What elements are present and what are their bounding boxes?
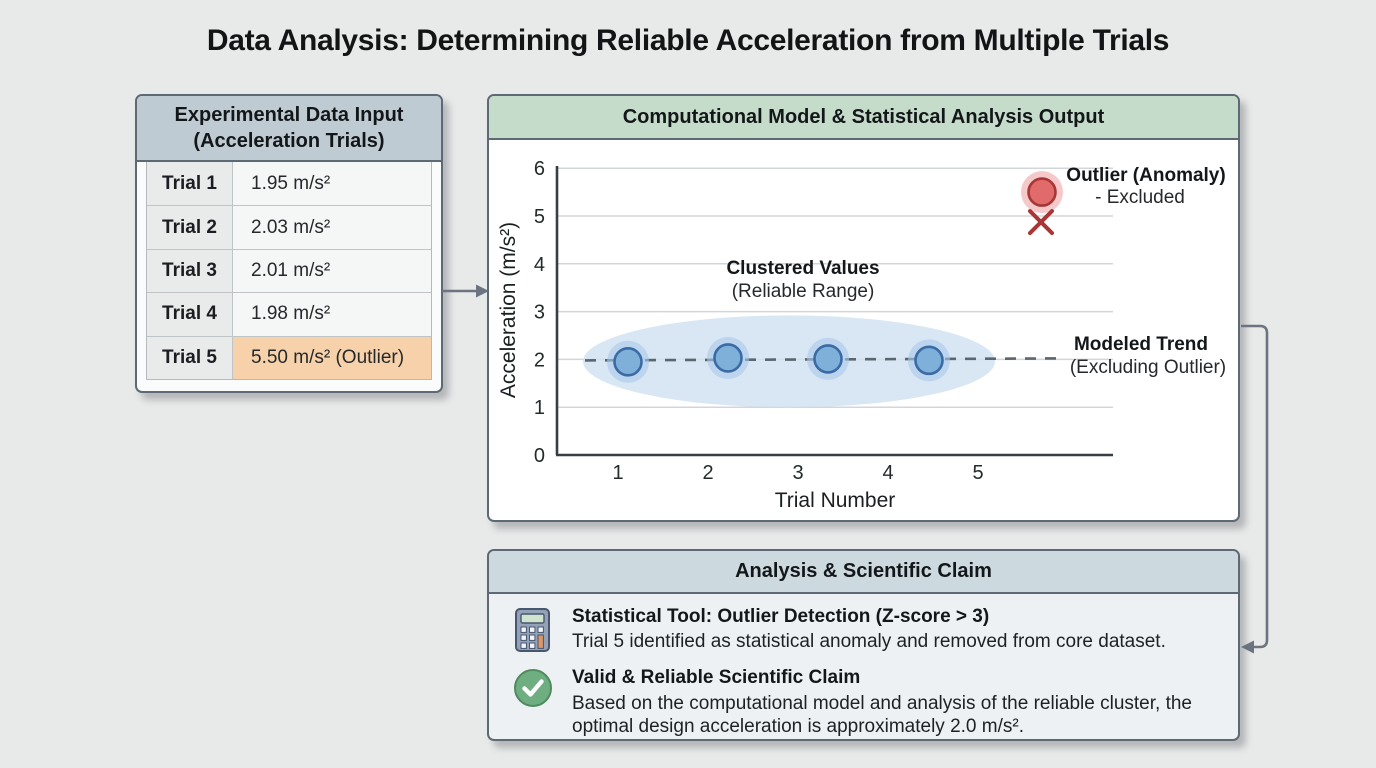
x-axis-label: Trial Number <box>775 489 896 512</box>
y-axis-label: Acceleration (m/s²) <box>497 222 520 398</box>
x-tick-label: 2 <box>702 462 713 484</box>
outlier-annotation-line2: - Excluded <box>1095 187 1185 208</box>
calculator-icon <box>515 608 550 652</box>
input-panel-title-line2: (Acceleration Trials) <box>193 130 385 152</box>
trial-row-value: 1.98 m/s² <box>233 292 431 336</box>
trend-annotation-line1: Modeled Trend <box>1074 334 1208 355</box>
analysis-text-block: Statistical Tool: Outlier Detection (Z-s… <box>572 605 1222 653</box>
cluster-ellipse <box>583 315 995 408</box>
analysis-item-statistical-tool: Statistical Tool: Outlier Detection (Z-s… <box>513 605 1222 653</box>
trial-row-label: Trial 5 <box>147 335 233 379</box>
trial-table: Trial 1 1.95 m/s² Trial 2 2.03 m/s² Tria… <box>146 162 432 380</box>
cluster-annotation-line2: (Reliable Range) <box>732 281 875 302</box>
outlier-point <box>1027 177 1057 207</box>
chart-panel: Computational Model & Statistical Analys… <box>487 94 1240 522</box>
outlier-annotation-line1: Outlier (Anomaly) <box>1066 165 1225 186</box>
analysis-body: Statistical Tool: Outlier Detection (Z-s… <box>489 594 1238 738</box>
y-tick-label: 1 <box>534 397 545 419</box>
analysis-item-heading: Valid & Reliable Scientific Claim <box>572 667 861 689</box>
chart-panel-header: Computational Model & Statistical Analys… <box>489 96 1238 140</box>
x-mark-icon <box>1028 209 1054 236</box>
y-tick-label: 6 <box>534 158 545 180</box>
x-tick-label: 4 <box>882 462 893 484</box>
check-icon <box>514 669 552 708</box>
input-panel-header: Experimental Data Input (Acceleration Tr… <box>137 96 441 162</box>
trial-row-label: Trial 3 <box>147 248 233 293</box>
analysis-item-body: Trial 5 identified as statistical anomal… <box>572 631 1166 653</box>
trial-row-label: Trial 4 <box>147 292 233 336</box>
data-point-trial-2 <box>713 343 743 373</box>
x-tick-label: 1 <box>612 462 623 484</box>
analysis-panel-header: Analysis & Scientific Claim <box>489 551 1238 594</box>
trial-row-value-outlier: 5.50 m/s² (Outlier) <box>233 335 431 379</box>
trial-row-value: 2.01 m/s² <box>233 248 431 293</box>
chart-to-analysis-arrow <box>1241 324 1269 654</box>
trial-chart: 0 1 2 3 4 5 6 1 2 3 4 5 Trial Number Acceleration (m/… <box>497 158 1226 512</box>
trend-annotation-line2: (Excluding Outlier) <box>1070 357 1226 378</box>
analysis-panel-title: Analysis & Scientific Claim <box>735 560 992 582</box>
y-tick-label: 5 <box>534 206 545 228</box>
y-tick-label: 3 <box>534 302 545 324</box>
data-point-trial-3 <box>813 344 843 374</box>
input-to-chart-arrow <box>442 284 489 298</box>
analysis-item-heading: Statistical Tool: Outlier Detection (Z-s… <box>572 606 990 627</box>
cluster-annotation-line1: Clustered Values <box>726 258 879 279</box>
data-point-trial-1 <box>613 346 643 377</box>
data-point-trial-4 <box>914 345 944 376</box>
y-tick-label: 2 <box>534 349 545 371</box>
analysis-text-block: Valid & Reliable Scientific Claim Based … <box>572 666 1222 738</box>
input-panel-title-line1: Experimental Data Input <box>174 103 404 126</box>
analysis-item-scientific-claim: Valid & Reliable Scientific Claim Based … <box>513 666 1222 738</box>
trial-row-value: 1.95 m/s² <box>233 162 431 206</box>
input-data-panel: Experimental Data Input (Acceleration Tr… <box>135 94 443 393</box>
x-tick-label: 5 <box>972 462 983 484</box>
trial-row-label: Trial 2 <box>147 205 233 249</box>
chart-panel-title: Computational Model & Statistical Analys… <box>622 105 1105 128</box>
x-tick-label: 3 <box>792 462 803 484</box>
page-title: Data Analysis: Determining Reliable Acce… <box>206 24 1170 57</box>
trial-row-label: Trial 1 <box>147 162 233 206</box>
analysis-item-body: Based on the computational model and ana… <box>572 692 1192 737</box>
y-tick-label: 0 <box>534 445 545 467</box>
analysis-panel: Analysis & Scientific Claim Statistical … <box>487 549 1240 741</box>
y-tick-label: 4 <box>534 254 545 276</box>
trial-row-value: 2.03 m/s² <box>233 205 431 249</box>
